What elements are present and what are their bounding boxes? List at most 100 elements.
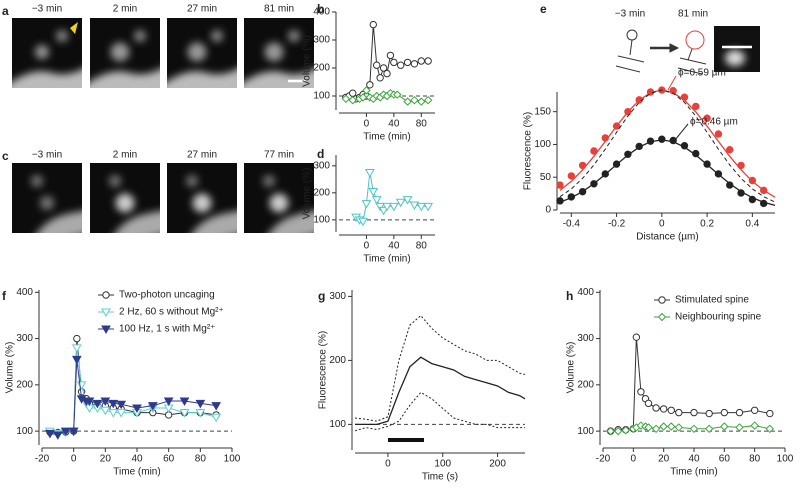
frame-label: 27 min [187,150,217,161]
panel-label: g [318,289,325,303]
x-tick-label: 40 [388,119,400,130]
marker [652,404,660,412]
marker [388,202,399,212]
marker [720,422,729,431]
marker [195,399,206,409]
marker [348,95,357,105]
y-tick-label: 400 [313,7,330,18]
marker [410,60,419,68]
y-axis-label: Fluorescence (%) [318,331,329,409]
frame-label: 2 min [113,4,137,15]
series-line [49,338,217,434]
frame-label: −3 min [32,150,62,161]
x-axis-label: Time (min) [670,467,717,478]
spine [263,175,275,187]
spine [110,42,130,62]
marker [60,427,71,437]
marker [45,429,55,439]
dendrite [192,211,237,233]
y-tick-label: 200 [577,379,594,390]
x-tick-label: 20 [100,454,112,465]
marker [423,95,433,105]
x-tick-label: 0 [364,119,370,130]
marker [692,149,700,158]
spine [115,193,135,213]
x-axis-label: Time (min) [363,132,410,143]
marker [100,406,111,416]
series-line [49,359,217,436]
panel-label: e [540,2,547,16]
y-axis-label: Volume (%) [302,35,313,87]
marker [636,421,646,430]
spine [35,45,49,59]
x-tick-label: 0 [659,219,665,230]
micrograph [244,18,314,88]
marker [386,51,395,60]
y-tick-label: 100 [16,426,33,437]
marker [403,58,412,67]
spine [211,30,223,42]
marker [84,397,95,407]
marker [704,424,714,434]
y-tick-label: 200 [329,355,346,366]
x-tick-label: 20 [658,454,670,465]
marker [675,408,683,417]
marker [750,421,759,430]
micrograph [12,163,82,233]
panel-label: d [317,147,324,161]
x-tick-label: 0.2 [700,219,714,230]
micrograph [90,163,160,233]
legend-label: Neighbouring spine [675,312,762,323]
dendrite [167,69,237,88]
marker [590,147,598,155]
y-tick-label: 200 [313,187,330,198]
marker [644,399,653,408]
micrograph [167,18,237,88]
marker [376,74,384,82]
marker [101,308,111,318]
marker [179,409,190,418]
panel-label: f [2,289,7,303]
marker [417,97,426,106]
micrograph [244,163,314,233]
leader-line [667,75,677,91]
series-line [559,89,776,203]
marker [556,181,564,189]
marker [692,102,700,111]
marker [92,399,103,409]
spine [109,175,121,187]
stimulus-bar [388,438,424,442]
leader-line [674,123,689,141]
x-tick-label: 80 [416,119,428,130]
marker [361,200,372,209]
x-tick-label: 100 [434,459,451,470]
marker [341,94,351,104]
x-tick-label: 100 [777,454,794,465]
legend-label: Two-photon uncaging [119,290,215,301]
marker [364,169,375,178]
y-axis-label: Volume (%) [5,342,16,394]
spine [192,193,212,213]
marker [674,423,684,432]
y-tick-label: 300 [313,35,330,46]
arrowhead [70,22,78,34]
series-line [559,139,776,206]
marker [403,97,412,106]
frame-label: 2 min [113,150,137,161]
marker [108,409,119,418]
x-tick-label: 0 [631,454,637,465]
marker [369,20,377,29]
marker [362,86,371,95]
x-tick-label: 100 [224,454,241,465]
x-tick-label: 80 [195,454,207,465]
y-tick-label: 100 [577,426,594,437]
marker [703,114,711,122]
marker [395,198,406,208]
panel-label: b [317,2,324,16]
series-line [355,172,429,222]
micrograph [12,18,82,88]
y-tick-label: 400 [16,287,33,298]
annotation: ϕ=0.46 µm [690,117,738,128]
marker [379,64,388,72]
frame-label: 77 min [264,150,294,161]
